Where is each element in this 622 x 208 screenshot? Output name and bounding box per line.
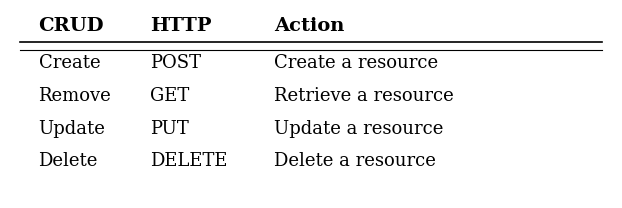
Text: Update: Update bbox=[39, 120, 105, 138]
Text: Create: Create bbox=[39, 54, 100, 72]
Text: GET: GET bbox=[150, 87, 189, 105]
Text: Retrieve a resource: Retrieve a resource bbox=[274, 87, 453, 105]
Text: Create a resource: Create a resource bbox=[274, 54, 438, 72]
Text: HTTP: HTTP bbox=[150, 17, 211, 35]
Text: Delete: Delete bbox=[39, 152, 98, 171]
Text: Update a resource: Update a resource bbox=[274, 120, 443, 138]
Text: Delete a resource: Delete a resource bbox=[274, 152, 436, 171]
Text: Action: Action bbox=[274, 17, 344, 35]
Text: POST: POST bbox=[150, 54, 201, 72]
Text: PUT: PUT bbox=[150, 120, 188, 138]
Text: Remove: Remove bbox=[39, 87, 111, 105]
Text: CRUD: CRUD bbox=[39, 17, 104, 35]
Text: DELETE: DELETE bbox=[150, 152, 228, 171]
